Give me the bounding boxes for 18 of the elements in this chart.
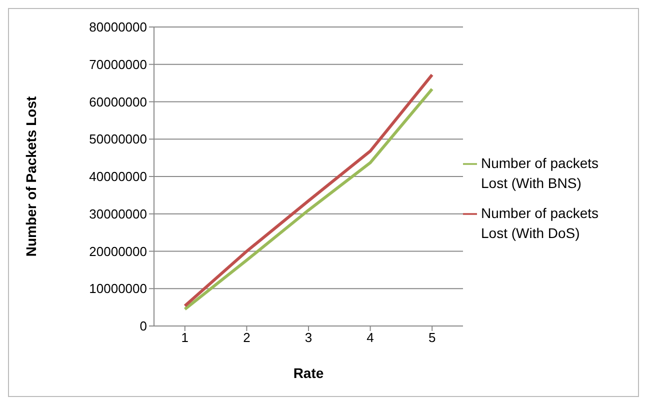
x-axis-title: Rate [293,365,324,381]
y-axis-title: Number of Packets Lost [22,96,39,257]
x-tick-label: 1 [181,330,189,346]
y-tick-label: 0 [140,318,147,334]
y-tick-label: 80000000 [89,20,147,35]
y-tick-label: 10000000 [89,281,147,296]
y-tick-label: 30000000 [89,206,147,222]
x-tick-label: 3 [304,330,312,346]
x-tick-label: 2 [243,330,250,346]
x-tick-label: 5 [428,330,436,346]
y-tick-label: 50000000 [89,132,147,147]
x-tick-label: 4 [366,330,374,346]
y-tick-label: 20000000 [89,244,147,259]
y-tick-label: 40000000 [89,169,147,184]
legend-label: Number of packets Lost (With DoS) [481,204,600,242]
y-tick-label: 60000000 [89,94,147,110]
legend-label: Number of packets Lost (With BNS) [481,154,600,192]
y-tick-label: 70000000 [89,56,147,72]
